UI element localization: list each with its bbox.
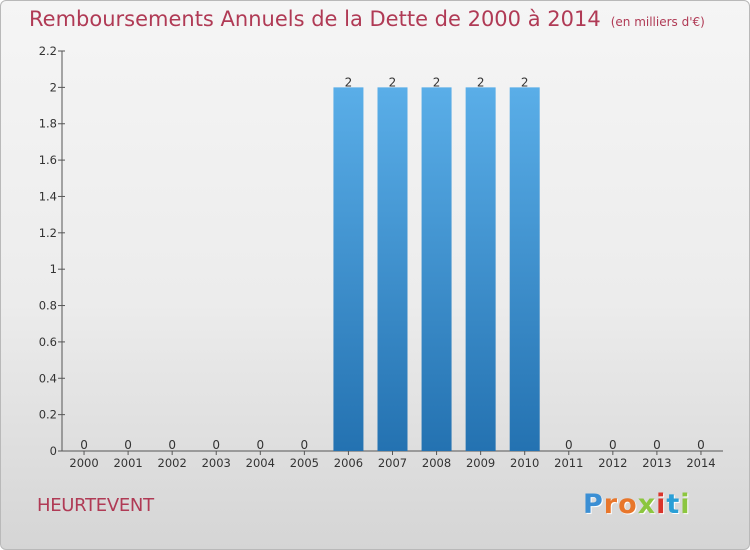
data-label: 0: [80, 438, 88, 452]
data-label: 0: [256, 438, 264, 452]
y-tick-label: 1.8: [39, 117, 57, 131]
data-label: 0: [653, 438, 661, 452]
y-tick-label: 1: [50, 262, 57, 276]
x-tick-label: 2003: [202, 456, 231, 470]
logo-letter: r: [603, 489, 619, 520]
y-tick-label: 0.8: [39, 299, 57, 313]
data-label: 2: [521, 75, 529, 89]
bar: [421, 87, 452, 451]
data-label: 2: [389, 75, 397, 89]
logo-letter: t: [666, 489, 681, 520]
commune-name: HEURTEVENT: [37, 495, 154, 516]
x-tick-label: 2005: [290, 456, 319, 470]
logo-letter: x: [637, 489, 657, 520]
data-label: 0: [609, 438, 617, 452]
x-tick-label: 2013: [642, 456, 671, 470]
x-tick-label: 2002: [158, 456, 187, 470]
x-tick-label: 2001: [113, 456, 142, 470]
y-tick-label: 0: [50, 444, 57, 458]
x-tick-label: 2012: [598, 456, 627, 470]
data-label: 2: [433, 75, 441, 89]
bar: [333, 87, 364, 451]
x-axis: 2000 2001 2002 2003 2004 2005 2006 2007 2008 2009…: [62, 450, 723, 470]
y-tick-label: 1.4: [39, 189, 57, 203]
y-tick-label: 2.2: [39, 44, 57, 58]
data-labels: 0 0 0 0 0 0 2 2 2 2 2 0 0 0 0: [80, 75, 705, 452]
y-tick-label: 1.2: [39, 226, 57, 240]
y-tick-label: 1.6: [39, 153, 57, 167]
data-label: 0: [168, 438, 176, 452]
data-label: 0: [301, 438, 309, 452]
data-label: 0: [124, 438, 132, 452]
proxiti-logo: Proxiti: [583, 489, 691, 520]
y-tick-label: 0.2: [39, 408, 57, 422]
bar: [509, 87, 540, 451]
x-tick-label: 2007: [378, 456, 407, 470]
data-label: 2: [477, 75, 485, 89]
logo-letter: o: [618, 489, 638, 520]
x-tick-label: 2009: [466, 456, 495, 470]
x-tick-label: 2014: [686, 456, 715, 470]
data-label: 0: [212, 438, 220, 452]
chart-title: Remboursements Annuels de la Dette de 20…: [29, 7, 705, 31]
bar: [465, 87, 496, 451]
logo-letter: i: [656, 489, 667, 520]
bar: [377, 87, 408, 451]
chart-title-text: Remboursements Annuels de la Dette de 20…: [29, 7, 601, 31]
x-tick-label: 2008: [422, 456, 451, 470]
x-tick-label: 2004: [246, 456, 275, 470]
y-tick-label: 2: [50, 80, 57, 94]
y-axis: 0 0.2 0.4 0.6 0.8 1 1.2 1.4 1.6 1.8 2 2.2: [39, 44, 65, 458]
logo-letter: P: [583, 489, 604, 520]
x-tick-label: 2011: [554, 456, 583, 470]
x-tick-label: 2006: [334, 456, 363, 470]
unit-label: (en milliers d'€): [610, 15, 705, 29]
data-label: 0: [697, 438, 705, 452]
bars: [69, 87, 716, 452]
x-tick-label: 2000: [69, 456, 98, 470]
logo-letter: i: [680, 489, 691, 520]
data-label: 2: [345, 75, 353, 89]
data-label: 0: [565, 438, 573, 452]
y-tick-label: 0.6: [39, 335, 57, 349]
y-tick-label: 0.4: [39, 371, 57, 385]
x-tick-label: 2010: [510, 456, 539, 470]
